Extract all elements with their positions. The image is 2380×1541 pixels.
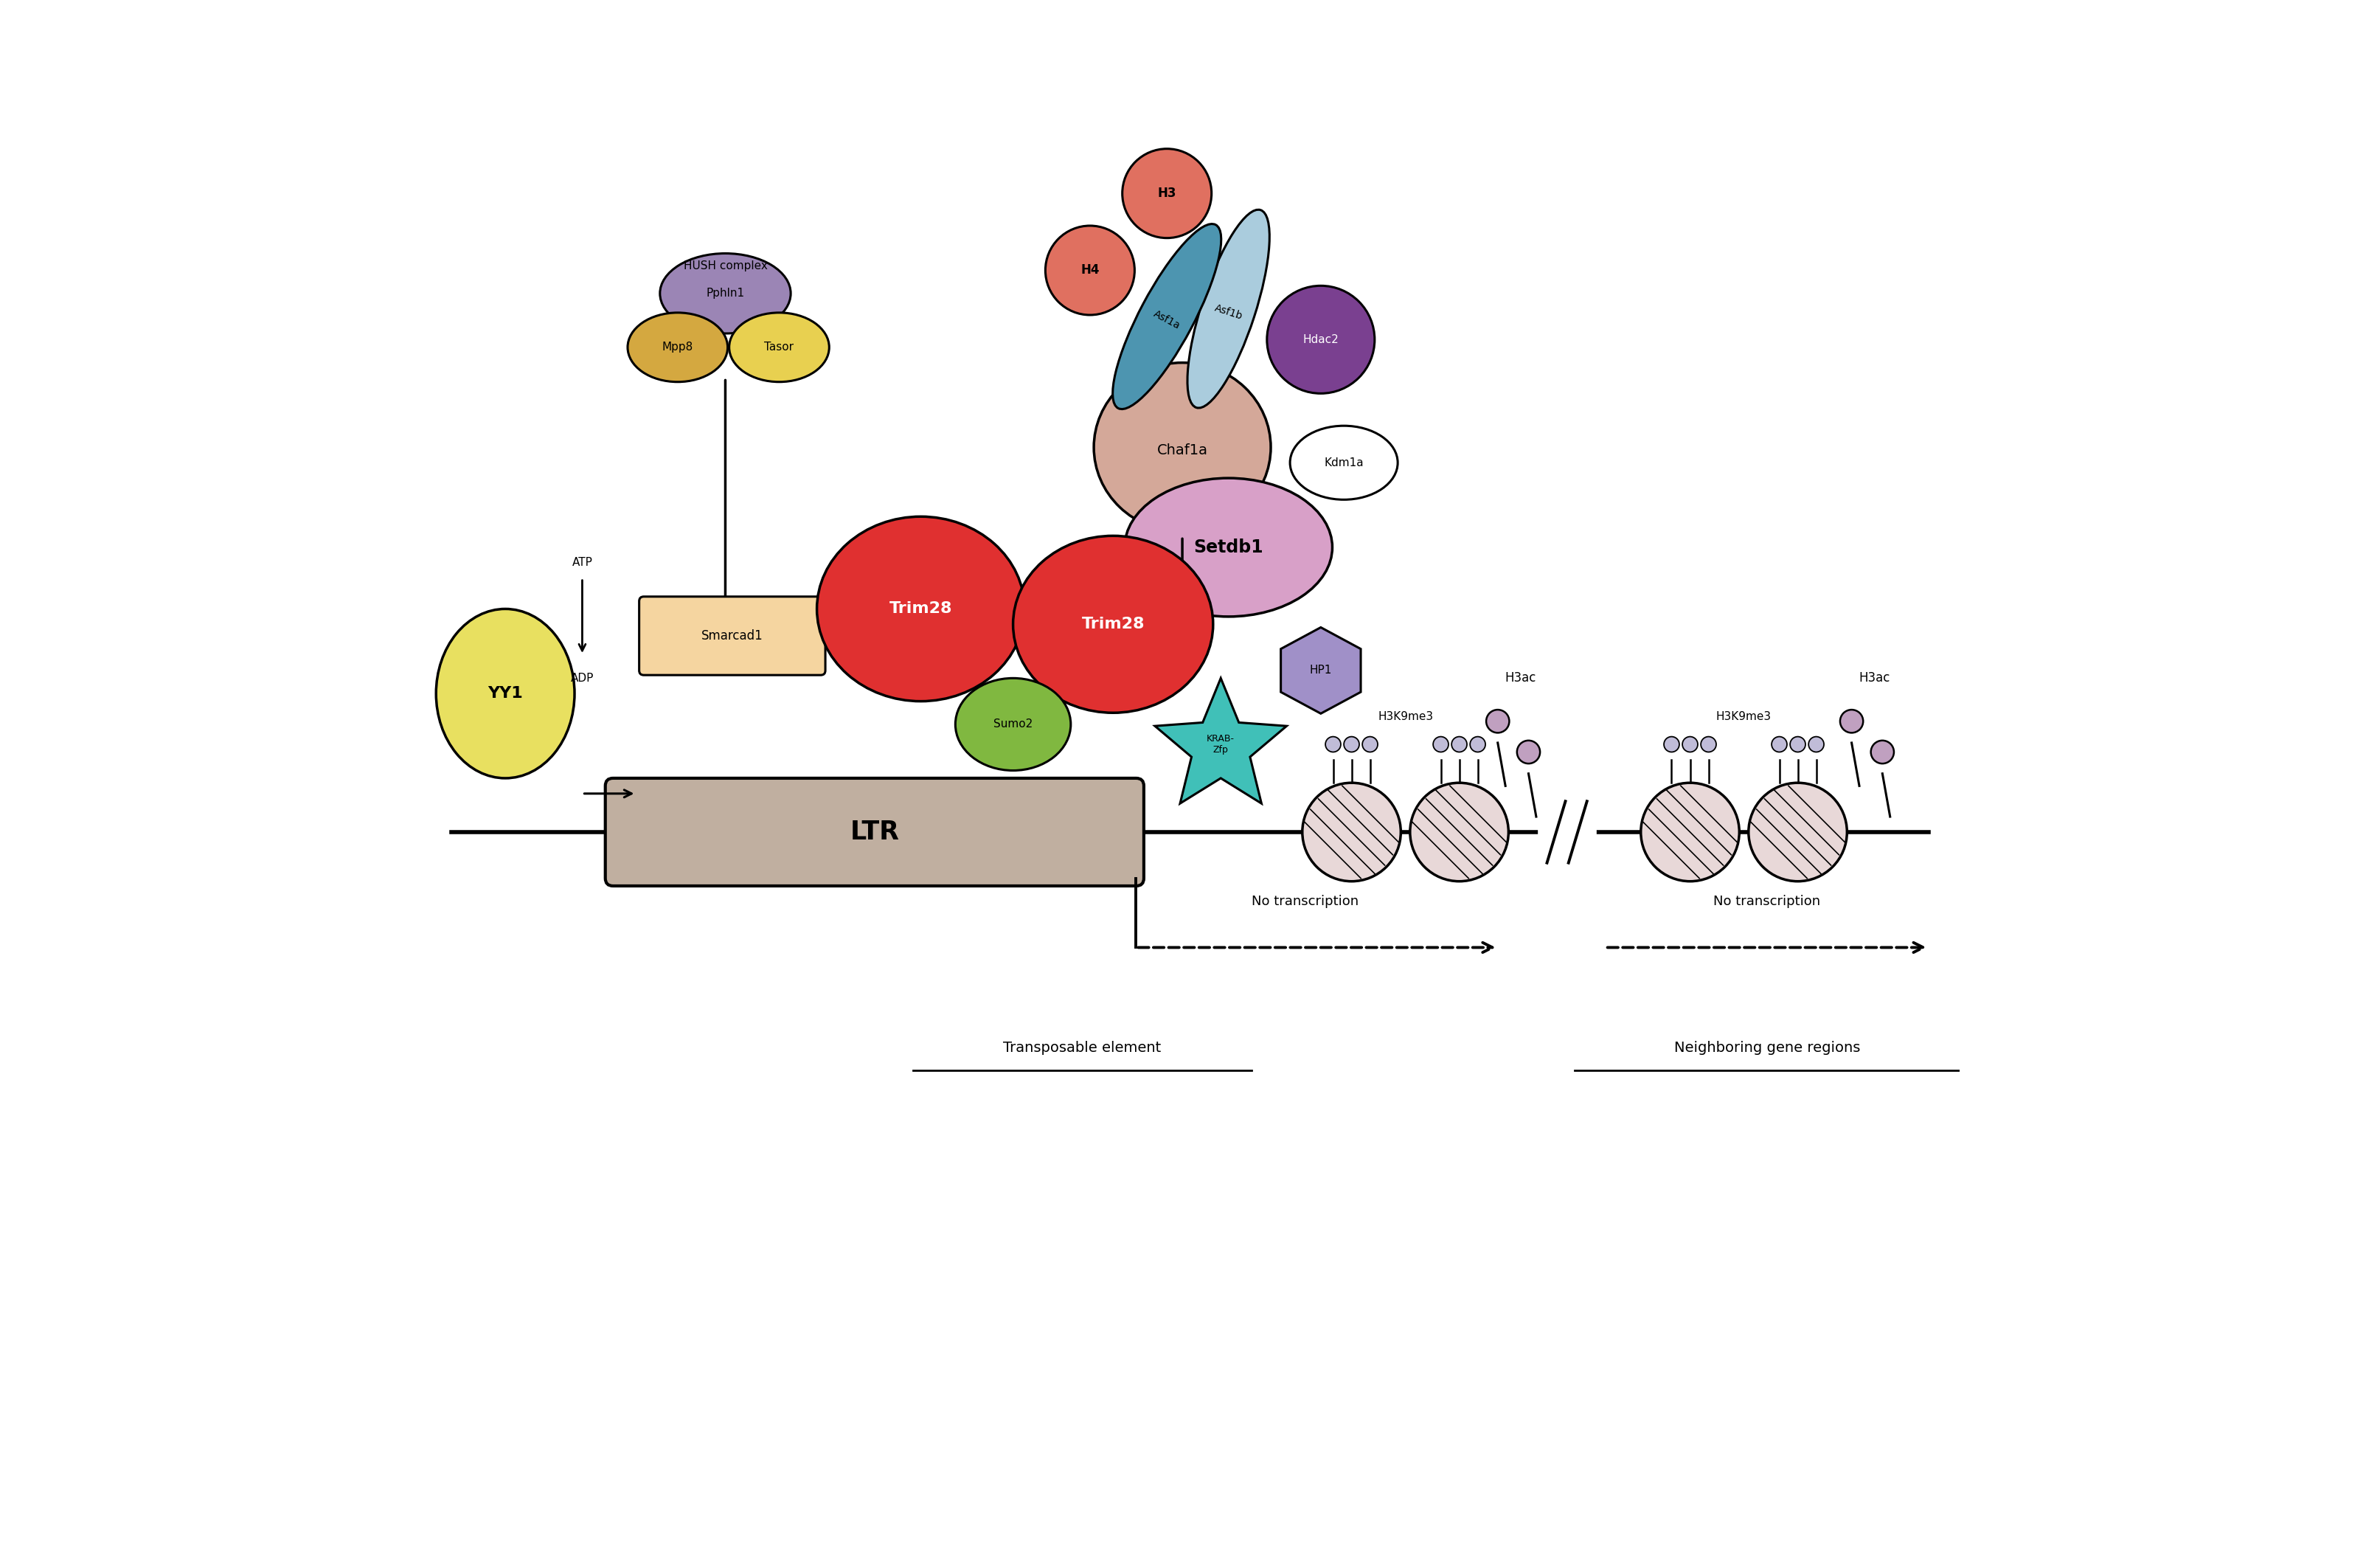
Ellipse shape: [1114, 223, 1221, 408]
Text: Trim28: Trim28: [890, 601, 952, 616]
Ellipse shape: [1516, 741, 1540, 764]
Ellipse shape: [1045, 225, 1135, 314]
Ellipse shape: [1014, 536, 1214, 713]
Ellipse shape: [1840, 710, 1864, 734]
Text: Smarcad1: Smarcad1: [702, 629, 764, 643]
Ellipse shape: [728, 313, 828, 382]
Text: H3ac: H3ac: [1859, 672, 1890, 684]
Ellipse shape: [1683, 737, 1697, 752]
Polygon shape: [1280, 627, 1361, 713]
Text: Asf1b: Asf1b: [1214, 302, 1245, 321]
Text: Setdb1: Setdb1: [1195, 538, 1264, 556]
Ellipse shape: [1361, 737, 1378, 752]
Text: No transcription: No transcription: [1714, 895, 1821, 908]
Text: HUSH complex: HUSH complex: [683, 260, 766, 271]
Text: Transposable element: Transposable element: [1004, 1040, 1161, 1054]
FancyBboxPatch shape: [640, 596, 826, 675]
Text: Asf1a: Asf1a: [1152, 308, 1183, 331]
Text: Chaf1a: Chaf1a: [1157, 444, 1207, 458]
Text: H3: H3: [1157, 186, 1176, 200]
Ellipse shape: [1871, 741, 1894, 764]
Text: Pphln1: Pphln1: [707, 288, 745, 299]
Text: Trim28: Trim28: [1081, 616, 1145, 632]
Text: H3K9me3: H3K9me3: [1378, 710, 1433, 723]
Text: H3ac: H3ac: [1504, 672, 1537, 684]
Text: YY1: YY1: [488, 686, 524, 701]
Text: Tasor: Tasor: [764, 342, 795, 353]
Text: ADP: ADP: [571, 672, 593, 684]
Ellipse shape: [1123, 149, 1211, 237]
Ellipse shape: [1302, 783, 1402, 881]
Ellipse shape: [1749, 783, 1847, 881]
Text: LTR: LTR: [850, 820, 900, 844]
Text: Sumo2: Sumo2: [992, 718, 1033, 730]
Ellipse shape: [954, 678, 1071, 770]
Text: Hdac2: Hdac2: [1302, 334, 1340, 345]
Ellipse shape: [1409, 783, 1509, 881]
Text: Mpp8: Mpp8: [662, 342, 693, 353]
Text: No transcription: No transcription: [1252, 895, 1359, 908]
Ellipse shape: [1326, 737, 1340, 752]
Ellipse shape: [1095, 362, 1271, 532]
Text: KRAB-
Zfp: KRAB- Zfp: [1207, 734, 1235, 755]
Ellipse shape: [1433, 737, 1449, 752]
Ellipse shape: [1345, 737, 1359, 752]
Ellipse shape: [436, 609, 574, 778]
Ellipse shape: [1126, 478, 1333, 616]
Ellipse shape: [1809, 737, 1823, 752]
Ellipse shape: [1452, 737, 1466, 752]
Ellipse shape: [659, 253, 790, 333]
Polygon shape: [1154, 678, 1288, 803]
Ellipse shape: [1471, 737, 1485, 752]
Ellipse shape: [1290, 425, 1397, 499]
Ellipse shape: [816, 516, 1026, 701]
Ellipse shape: [1266, 285, 1376, 393]
Text: Neighboring gene regions: Neighboring gene regions: [1673, 1040, 1861, 1054]
Ellipse shape: [1771, 737, 1787, 752]
Text: HP1: HP1: [1309, 664, 1333, 676]
Text: ATP: ATP: [571, 558, 593, 569]
Ellipse shape: [1664, 737, 1680, 752]
Ellipse shape: [1790, 737, 1806, 752]
Text: H3K9me3: H3K9me3: [1716, 710, 1771, 723]
Ellipse shape: [628, 313, 728, 382]
Text: H4: H4: [1081, 264, 1100, 277]
Ellipse shape: [1640, 783, 1740, 881]
Ellipse shape: [1485, 710, 1509, 734]
FancyBboxPatch shape: [605, 778, 1145, 886]
Text: Kdm1a: Kdm1a: [1323, 458, 1364, 468]
Ellipse shape: [1188, 210, 1269, 408]
Ellipse shape: [1702, 737, 1716, 752]
